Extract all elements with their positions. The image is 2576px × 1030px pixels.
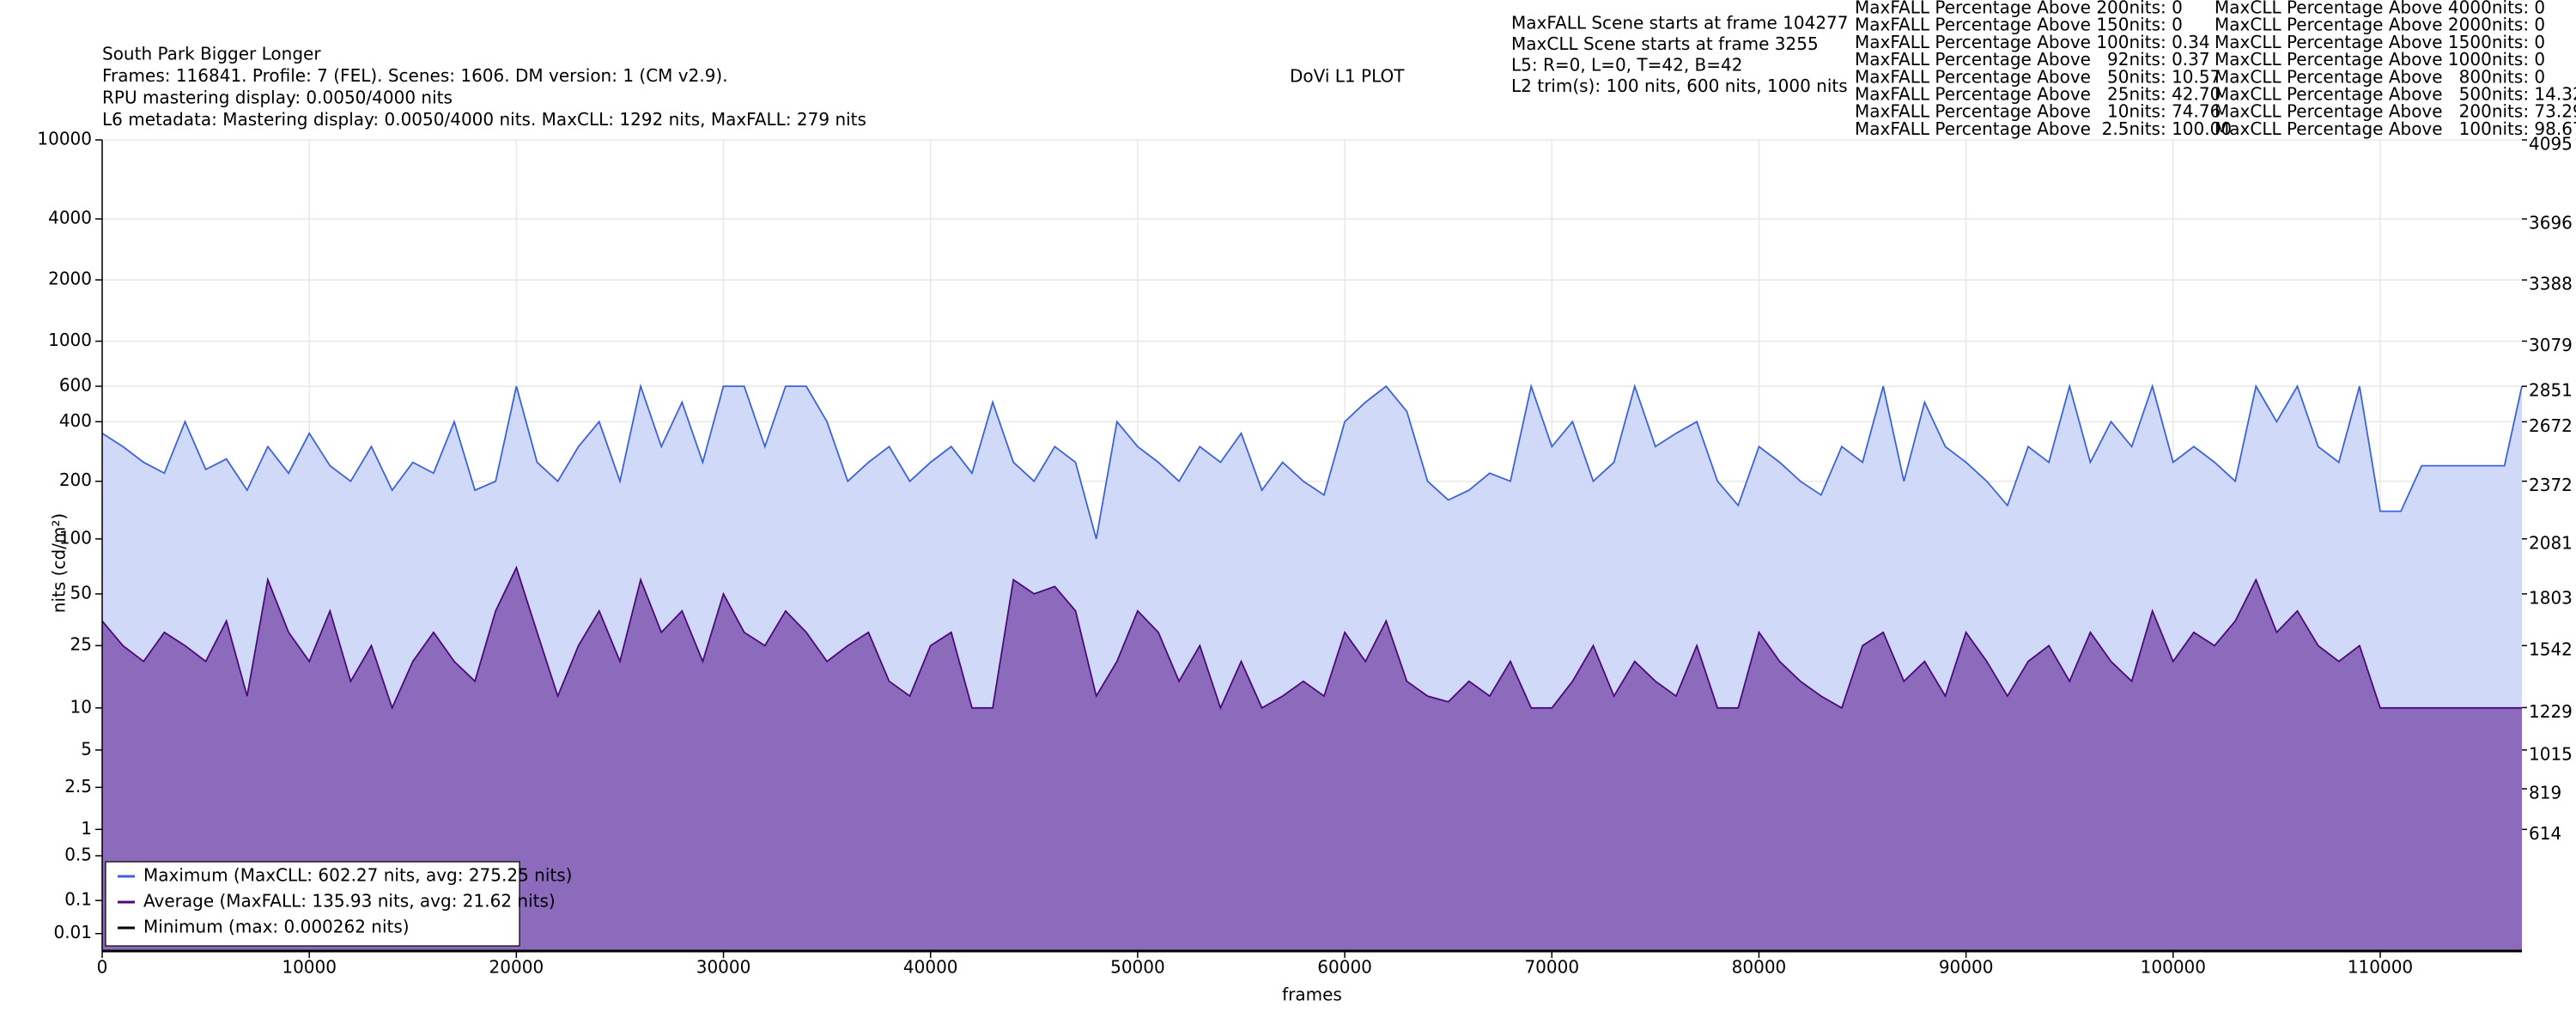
maxfall-stat: MaxFALL Percentage Above 25nits: 42.70 xyxy=(1855,84,2221,105)
y2-tick-label: 1229 xyxy=(2529,701,2573,722)
x-tick-label: 20000 xyxy=(489,957,544,978)
y-tick-label: 0.1 xyxy=(64,889,92,910)
x-tick-label: 10000 xyxy=(282,957,337,978)
y-tick-label: 1000 xyxy=(48,330,92,350)
x-tick-label: 60000 xyxy=(1317,957,1372,978)
legend-box xyxy=(105,861,520,947)
maxfall-stat: MaxFALL Percentage Above 200nits: 0 xyxy=(1855,0,2183,18)
y2-tick-label: 1803 xyxy=(2529,587,2573,608)
maxcll-stat: MaxCLL Percentage Above 200nits: 73.29 xyxy=(2215,101,2576,122)
maxcll-stat: MaxCLL Percentage Above 500nits: 14.32 xyxy=(2215,84,2576,105)
y-tick-label: 1 xyxy=(81,818,92,839)
x-tick-label: 0 xyxy=(97,957,108,978)
scene-info: MaxCLL Scene starts at frame 3255 xyxy=(1511,33,1819,54)
x-tick-label: 50000 xyxy=(1110,957,1165,978)
scene-info: L2 trim(s): 100 nits, 600 nits, 1000 nit… xyxy=(1511,76,1848,96)
x-tick-label: 40000 xyxy=(903,957,958,978)
x-tick-label: 100000 xyxy=(2141,957,2206,978)
y-axis-label: nits (cd/m²) xyxy=(49,513,70,613)
y-tick-label: 25 xyxy=(70,634,92,655)
maxfall-stat: MaxFALL Percentage Above 150nits: 0 xyxy=(1855,15,2183,35)
area-fill xyxy=(102,567,2522,951)
maxcll-stat: MaxCLL Percentage Above 4000nits: 0 xyxy=(2215,0,2545,18)
scene-info: L5: R=0, L=0, T=42, B=42 xyxy=(1511,55,1742,76)
legend-label: Maximum (MaxCLL: 602.27 nits, avg: 275.2… xyxy=(143,865,572,886)
series-line xyxy=(101,565,2522,711)
x-tick-label: 110000 xyxy=(2348,957,2413,978)
y2-tick-label: 1015 xyxy=(2529,743,2573,764)
header-line: South Park Bigger Longer xyxy=(102,44,321,64)
x-tick-label: 80000 xyxy=(1732,957,1787,978)
y-tick-label: 2.5 xyxy=(64,776,92,797)
maxcll-stat: MaxCLL Percentage Above 1000nits: 0 xyxy=(2215,49,2545,70)
y2-tick-label: 3388 xyxy=(2529,274,2573,294)
y2-tick-label: 1542 xyxy=(2529,639,2573,660)
y-tick-label: 0.5 xyxy=(64,845,92,865)
maxfall-stat: MaxFALL Percentage Above 10nits: 74.76 xyxy=(1855,101,2221,122)
maxcll-stat: MaxCLL Percentage Above 100nits: 98.67 xyxy=(2215,118,2576,139)
series-line xyxy=(101,383,2523,540)
y-tick-label: 400 xyxy=(59,410,92,431)
x-tick-label: 70000 xyxy=(1524,957,1579,978)
maxfall-stat: MaxFALL Percentage Above 2.5nits: 100.00 xyxy=(1855,118,2232,139)
y2-tick-label: 2081 xyxy=(2529,532,2573,553)
y2-tick-label: 3079 xyxy=(2529,335,2573,355)
header-line: RPU mastering display: 0.0050/4000 nits xyxy=(102,88,453,108)
plot-area xyxy=(101,139,2523,953)
y2-tick-label: 2851 xyxy=(2529,380,2573,401)
y2-tick-label: 2672 xyxy=(2529,415,2573,436)
header-line: L6 metadata: Mastering display: 0.0050/4… xyxy=(102,109,866,130)
chart-title: DoVi L1 PLOT xyxy=(1290,66,1405,87)
header-line: Frames: 116841. Profile: 7 (FEL). Scenes… xyxy=(102,65,728,86)
y-tick-label: 5 xyxy=(81,738,92,759)
legend-label: Minimum (max: 0.000262 nits) xyxy=(143,917,410,937)
y2-tick-label: 3696 xyxy=(2529,213,2573,233)
x-tick-label: 90000 xyxy=(1939,957,1994,978)
y2-tick-label: 2372 xyxy=(2529,475,2573,495)
y-tick-label: 4000 xyxy=(48,208,92,228)
y-tick-label: 2000 xyxy=(48,269,92,289)
y-tick-label: 200 xyxy=(59,470,92,490)
maxcll-stat: MaxCLL Percentage Above 1500nits: 0 xyxy=(2215,32,2545,52)
y-tick-label: 0.01 xyxy=(53,922,92,942)
maxfall-stat: MaxFALL Percentage Above 92nits: 0.37 xyxy=(1855,49,2210,70)
legend-label: Average (MaxFALL: 135.93 nits, avg: 21.6… xyxy=(143,891,556,912)
scene-info: MaxFALL Scene starts at frame 104277 xyxy=(1511,13,1849,33)
y2-tick-label: 819 xyxy=(2529,783,2561,803)
y-tick-label: 600 xyxy=(59,375,92,396)
maxcll-stat: MaxCLL Percentage Above 2000nits: 0 xyxy=(2215,15,2545,35)
x-axis-label: frames xyxy=(1282,985,1342,1005)
x-tick-label: 30000 xyxy=(696,957,751,978)
y-tick-label: 10000 xyxy=(37,129,92,149)
maxfall-stat: MaxFALL Percentage Above 50nits: 10.57 xyxy=(1855,66,2221,87)
y2-tick-label: 614 xyxy=(2529,823,2561,844)
y-tick-label: 10 xyxy=(70,696,92,717)
maxfall-stat: MaxFALL Percentage Above 100nits: 0.34 xyxy=(1855,32,2210,52)
y-tick-label: 50 xyxy=(70,582,92,603)
y2-tick-label: 4095 xyxy=(2529,134,2573,154)
y-tick-label: 100 xyxy=(59,527,92,548)
maxcll-stat: MaxCLL Percentage Above 800nits: 0 xyxy=(2215,66,2545,87)
